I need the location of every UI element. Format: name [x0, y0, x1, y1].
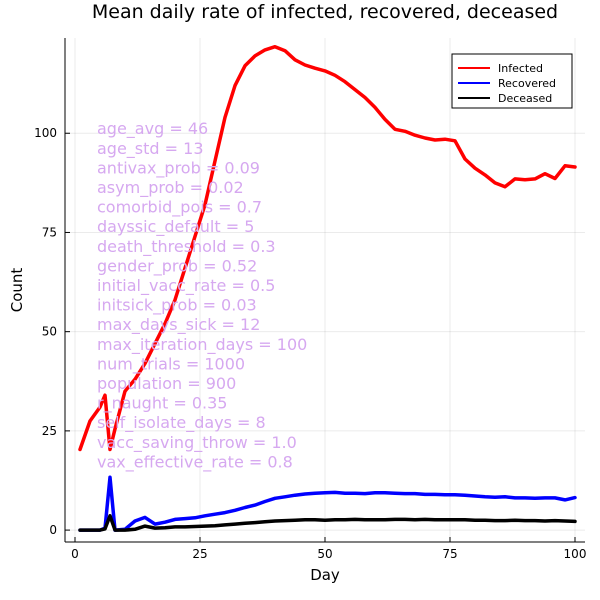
parameter-annotation: comorbid_pois = 0.7 — [97, 198, 262, 218]
parameter-annotation: gender_prob = 0.52 — [97, 256, 257, 276]
parameter-annotation: initsick_prob = 0.03 — [97, 296, 257, 316]
parameter-annotation: vacc_saving_throw = 1.0 — [97, 433, 297, 453]
x-axis-label: Day — [310, 566, 340, 584]
series-line-recovered — [78, 475, 577, 532]
parameter-annotation: max_iteration_days = 100 — [97, 335, 307, 355]
x-tick-label: 25 — [192, 547, 207, 561]
parameter-annotation: asym_prob = 0.02 — [97, 178, 244, 198]
y-tick-label: 0 — [49, 523, 57, 537]
series-line-infected — [78, 44, 577, 452]
series-line-deceased — [78, 514, 577, 532]
series — [78, 44, 577, 532]
y-ticks: 0 25 50 75 100 — [34, 126, 70, 537]
legend: Infected Recovered Deceased — [451, 53, 573, 109]
x-tick-label: 50 — [317, 547, 332, 561]
x-tick-label: 0 — [71, 547, 79, 561]
x-tick-label: 75 — [442, 547, 457, 561]
parameter-annotation: death_threshold = 0.3 — [97, 237, 276, 257]
parameter-annotation: population = 900 — [97, 374, 236, 393]
parameter-annotation: initial_vacc_rate = 0.5 — [97, 276, 275, 296]
parameter-annotation: num_trials = 1000 — [97, 354, 245, 374]
legend-label-infected: Infected — [498, 62, 543, 75]
parameter-annotation: antivax_prob = 0.09 — [97, 158, 260, 178]
parameter-annotation: dayssic_default = 5 — [97, 217, 254, 237]
parameter-annotation: age_avg = 46 — [97, 119, 208, 139]
parameter-annotation: r_naught = 0.35 — [97, 394, 227, 414]
chart-title: Mean daily rate of infected, recovered, … — [92, 1, 558, 23]
parameter-annotation: self_isolate_days = 8 — [97, 413, 266, 433]
y-tick-label: 75 — [42, 225, 57, 239]
y-tick-label: 25 — [42, 424, 57, 438]
y-tick-label: 50 — [42, 325, 57, 339]
parameter-annotation: max_days_sick = 12 — [97, 315, 260, 335]
legend-label-recovered: Recovered — [498, 77, 556, 90]
legend-label-deceased: Deceased — [498, 92, 552, 105]
x-tick-label: 100 — [564, 547, 587, 561]
grid — [65, 38, 585, 542]
parameter-annotation: age_std = 13 — [97, 139, 204, 159]
y-axis-label: Count — [8, 268, 26, 313]
x-ticks: 0 25 50 75 100 — [71, 537, 586, 561]
parameter-annotation: vax_effective_rate = 0.8 — [97, 452, 293, 472]
y-tick-label: 100 — [34, 126, 57, 140]
